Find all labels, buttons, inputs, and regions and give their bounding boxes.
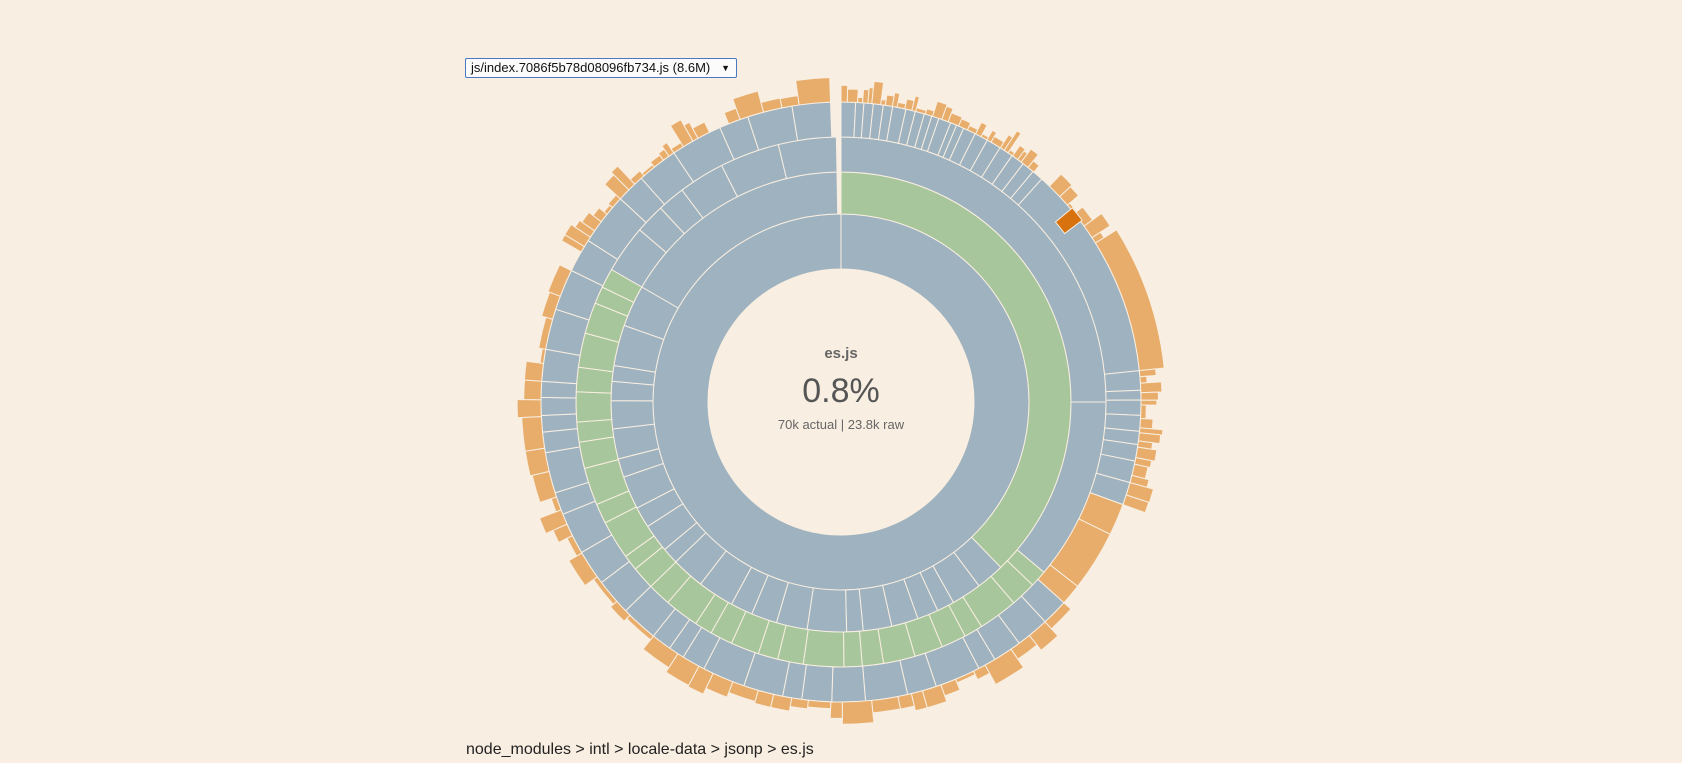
- sunburst-segment[interactable]: [1140, 404, 1147, 420]
- sunburst-segment[interactable]: [974, 121, 988, 138]
- selected-sizes: 70k actual | 23.8k raw: [777, 417, 905, 432]
- breadcrumb-item[interactable]: jsonp: [724, 741, 763, 758]
- sunburst-segment[interactable]: [1105, 389, 1142, 401]
- sunburst-segment[interactable]: [691, 121, 711, 139]
- breadcrumb-separator: >: [609, 741, 628, 758]
- sunburst-segment[interactable]: [523, 360, 545, 382]
- bundle-select-value: js/index.7086f5b78d08096fb734.js (8.6M): [471, 60, 711, 75]
- sunburst-segment[interactable]: [1027, 160, 1040, 173]
- sunburst-segment[interactable]: [1138, 368, 1157, 378]
- breadcrumb-item[interactable]: es.js: [780, 741, 814, 758]
- breadcrumb-separator: >: [762, 741, 781, 758]
- sunburst-segment[interactable]: [1140, 399, 1158, 406]
- chevron-down-icon[interactable]: ▼: [721, 63, 730, 73]
- sunburst-segment-highlight[interactable]: [1054, 207, 1083, 235]
- breadcrumb-separator: >: [570, 741, 590, 758]
- sunburst-segment[interactable]: [831, 665, 867, 703]
- sunburst-segment[interactable]: [1105, 399, 1142, 416]
- sunburst-segment[interactable]: [516, 399, 542, 419]
- sunburst-segment[interactable]: [801, 664, 834, 703]
- sunburst-segment[interactable]: [547, 264, 573, 297]
- sunburst-segment[interactable]: [795, 76, 832, 106]
- breadcrumb-item[interactable]: locale-data: [627, 741, 707, 758]
- sunburst-segment[interactable]: [1139, 375, 1148, 384]
- sunburst-segment[interactable]: [842, 630, 863, 668]
- sunburst-segment[interactable]: [802, 629, 845, 668]
- sunburst-segment[interactable]: [1140, 391, 1159, 401]
- sunburst-segment[interactable]: [840, 101, 857, 138]
- sunburst-segment[interactable]: [806, 587, 848, 633]
- sunburst-segment[interactable]: [1104, 370, 1142, 393]
- sunburst-segment[interactable]: [1139, 381, 1163, 394]
- sunburst-segment[interactable]: [791, 101, 833, 142]
- sunburst-segment[interactable]: [1139, 417, 1154, 430]
- sunburst-segment[interactable]: [789, 697, 809, 710]
- breadcrumb-separator: >: [706, 741, 725, 758]
- sunburst-segment[interactable]: [521, 416, 546, 452]
- selected-name: es.js: [824, 345, 858, 362]
- selected-percent: 0.8%: [802, 372, 880, 410]
- sunburst-segment[interactable]: [524, 447, 550, 477]
- breadcrumb: node_modules > intl > locale-data > json…: [466, 741, 814, 759]
- sunburst-segment[interactable]: [575, 391, 613, 423]
- sunburst-segment[interactable]: [857, 96, 864, 104]
- bundle-select[interactable]: js/index.7086f5b78d08096fb734.js (8.6M) …: [465, 58, 737, 78]
- sunburst-segment[interactable]: [846, 88, 859, 103]
- sunburst-segment[interactable]: [862, 659, 909, 702]
- sunburst-segment[interactable]: [610, 400, 655, 430]
- sunburst-segment[interactable]: [540, 396, 577, 417]
- breadcrumb-item[interactable]: intl: [589, 741, 610, 758]
- breadcrumb-item[interactable]: node_modules: [466, 741, 571, 758]
- sunburst-segment[interactable]: [807, 699, 832, 710]
- sunburst-segment[interactable]: [829, 701, 843, 719]
- sunburst-segment[interactable]: [540, 413, 578, 433]
- sunburst-segment[interactable]: [777, 136, 838, 180]
- sunburst-segment[interactable]: [1122, 494, 1150, 514]
- sunburst-segment[interactable]: [841, 699, 875, 725]
- center-info: es.js 0.8% 70k actual | 23.8k raw: [741, 345, 941, 432]
- sunburst-segment[interactable]: [840, 84, 849, 103]
- sunburst-segment[interactable]: [523, 379, 543, 401]
